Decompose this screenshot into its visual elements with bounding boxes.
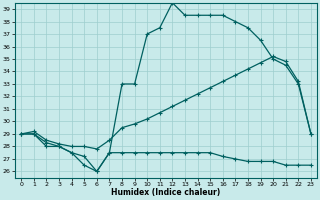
X-axis label: Humidex (Indice chaleur): Humidex (Indice chaleur): [111, 188, 221, 197]
